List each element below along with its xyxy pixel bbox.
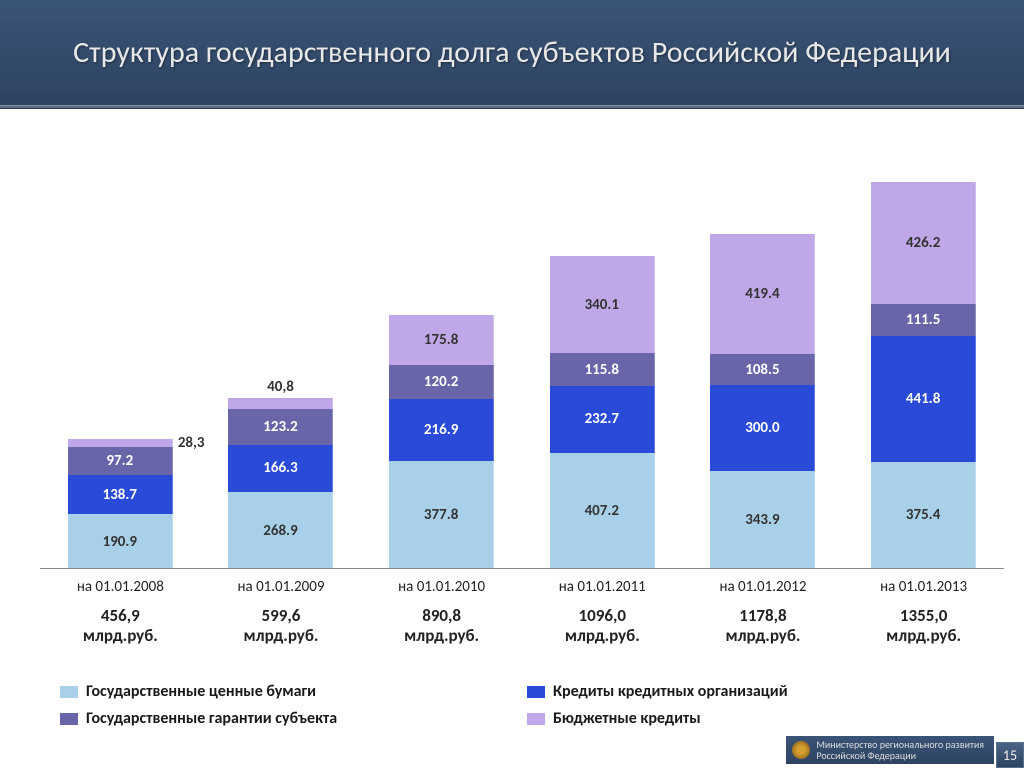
bar-total: 1096,0млрд.руб. (565, 606, 640, 647)
x-axis-label: на 01.01.2008 456,9млрд.руб. (43, 572, 197, 654)
legend-label: Государственные ценные бумаги (86, 682, 316, 701)
bar-date: на 01.01.2009 (237, 578, 324, 596)
bar-segment: 407.2 (550, 453, 655, 569)
bar-segment: 375.4 (871, 462, 976, 569)
bar-segment: 115.8 (550, 353, 655, 386)
bar-stack: 407.2232.7115.8340.1 (550, 256, 655, 569)
bar-segment: 343.9 (710, 471, 815, 569)
bar-date: на 01.01.2008 (77, 578, 164, 596)
chart-legend: Государственные ценные бумаги Кредиты кре… (60, 682, 964, 728)
legend-label: Кредиты кредитных организаций (553, 682, 788, 701)
x-axis-label: на 01.01.2012 1178,8млрд.руб. (686, 572, 840, 654)
legend-item: Государственные ценные бумаги (60, 682, 497, 701)
slide-header: Структура государственного долга субъект… (0, 0, 1024, 105)
ministry-line2: Российской Федерации (816, 750, 984, 761)
bar-segment: 340.1 (550, 256, 655, 353)
chart-area: 190.9138.797.228,3268.9166.3123.240,8377… (0, 109, 1024, 654)
legend-swatch (60, 686, 78, 698)
bar-segment: 426.2 (871, 182, 976, 304)
bar-segment: 111.5 (871, 304, 976, 336)
bar-total: 890,8млрд.руб. (404, 606, 479, 647)
legend-item: Бюджетные кредиты (527, 709, 964, 728)
x-axis-label: на 01.01.2009 599,6млрд.руб. (204, 572, 358, 654)
bar-date: на 01.01.2010 (398, 578, 485, 596)
ministry-tag: Министерство регионального развития Росс… (786, 736, 994, 764)
bar-column: 377.8216.9120.2175.8 (365, 315, 519, 569)
bar-total: 1178,8млрд.руб. (725, 606, 800, 647)
slide-title: Структура государственного долга субъект… (73, 34, 951, 72)
bar-column: 343.9300.0108.5419.4 (686, 234, 840, 569)
x-axis-labels: на 01.01.2008 456,9млрд.руб. на 01.01.2009… (40, 572, 1004, 654)
bar-segment: 300.0 (710, 385, 815, 471)
bar-segment: 120.2 (389, 365, 494, 399)
bar-segment: 377.8 (389, 461, 494, 569)
bar-stack: 377.8216.9120.2175.8 (389, 315, 494, 569)
bar-column: 375.4441.8111.5426.2 (846, 182, 1000, 569)
bar-segment: 123.2 (228, 409, 333, 444)
x-axis-label: на 01.01.2013 1355,0млрд.руб. (846, 572, 1000, 654)
legend-swatch (527, 686, 545, 698)
bar-segment: 441.8 (871, 336, 976, 462)
bar-segment: 28,3 (68, 439, 173, 447)
bar-segment: 138.7 (68, 475, 173, 515)
bars-container: 190.9138.797.228,3268.9166.3123.240,8377… (40, 129, 1004, 569)
bar-column: 407.2232.7115.8340.1 (525, 256, 679, 569)
legend-label: Бюджетные кредиты (553, 709, 701, 728)
bar-stack: 343.9300.0108.5419.4 (710, 234, 815, 569)
bar-total: 599,6млрд.руб. (244, 606, 319, 647)
bar-column: 268.9166.3123.240,8 (204, 398, 358, 569)
bar-segment: 40,8 (228, 398, 333, 410)
bar-date: на 01.01.2011 (559, 578, 646, 596)
legend-label: Государственные гарантии субъекта (86, 709, 337, 728)
bar-column: 190.9138.797.228,3 (43, 439, 197, 569)
legend-item: Кредиты кредитных организаций (527, 682, 964, 701)
bar-segment: 268.9 (228, 492, 333, 569)
bar-stack: 268.9166.3123.240,8 (228, 398, 333, 569)
bar-segment: 108.5 (710, 354, 815, 385)
bar-segment: 166.3 (228, 445, 333, 493)
bar-stack: 190.9138.797.228,3 (68, 439, 173, 569)
emblem-icon (792, 741, 810, 759)
bar-segment: 175.8 (389, 315, 494, 365)
bar-date: на 01.01.2012 (719, 578, 806, 596)
x-axis (40, 568, 1004, 569)
x-axis-label: на 01.01.2010 890,8млрд.руб. (365, 572, 519, 654)
bar-segment: 97.2 (68, 447, 173, 475)
bar-segment: 419.4 (710, 234, 815, 354)
x-axis-label: на 01.01.2011 1096,0млрд.руб. (525, 572, 679, 654)
bar-segment: 232.7 (550, 386, 655, 452)
segment-value: 40,8 (267, 378, 294, 396)
page-number: 15 (996, 742, 1024, 768)
segment-value: 28,3 (178, 434, 205, 452)
legend-item: Государственные гарантии субъекта (60, 709, 497, 728)
bar-segment: 216.9 (389, 399, 494, 461)
slide-footer: Министерство регионального развития Росс… (0, 738, 1024, 768)
legend-swatch (60, 713, 78, 725)
bar-stack: 375.4441.8111.5426.2 (871, 182, 976, 569)
bar-total: 1355,0млрд.руб. (886, 606, 961, 647)
bar-date: на 01.01.2013 (880, 578, 967, 596)
bar-segment: 190.9 (68, 514, 173, 569)
legend-swatch (527, 713, 545, 725)
bar-total: 456,9млрд.руб. (83, 606, 158, 647)
